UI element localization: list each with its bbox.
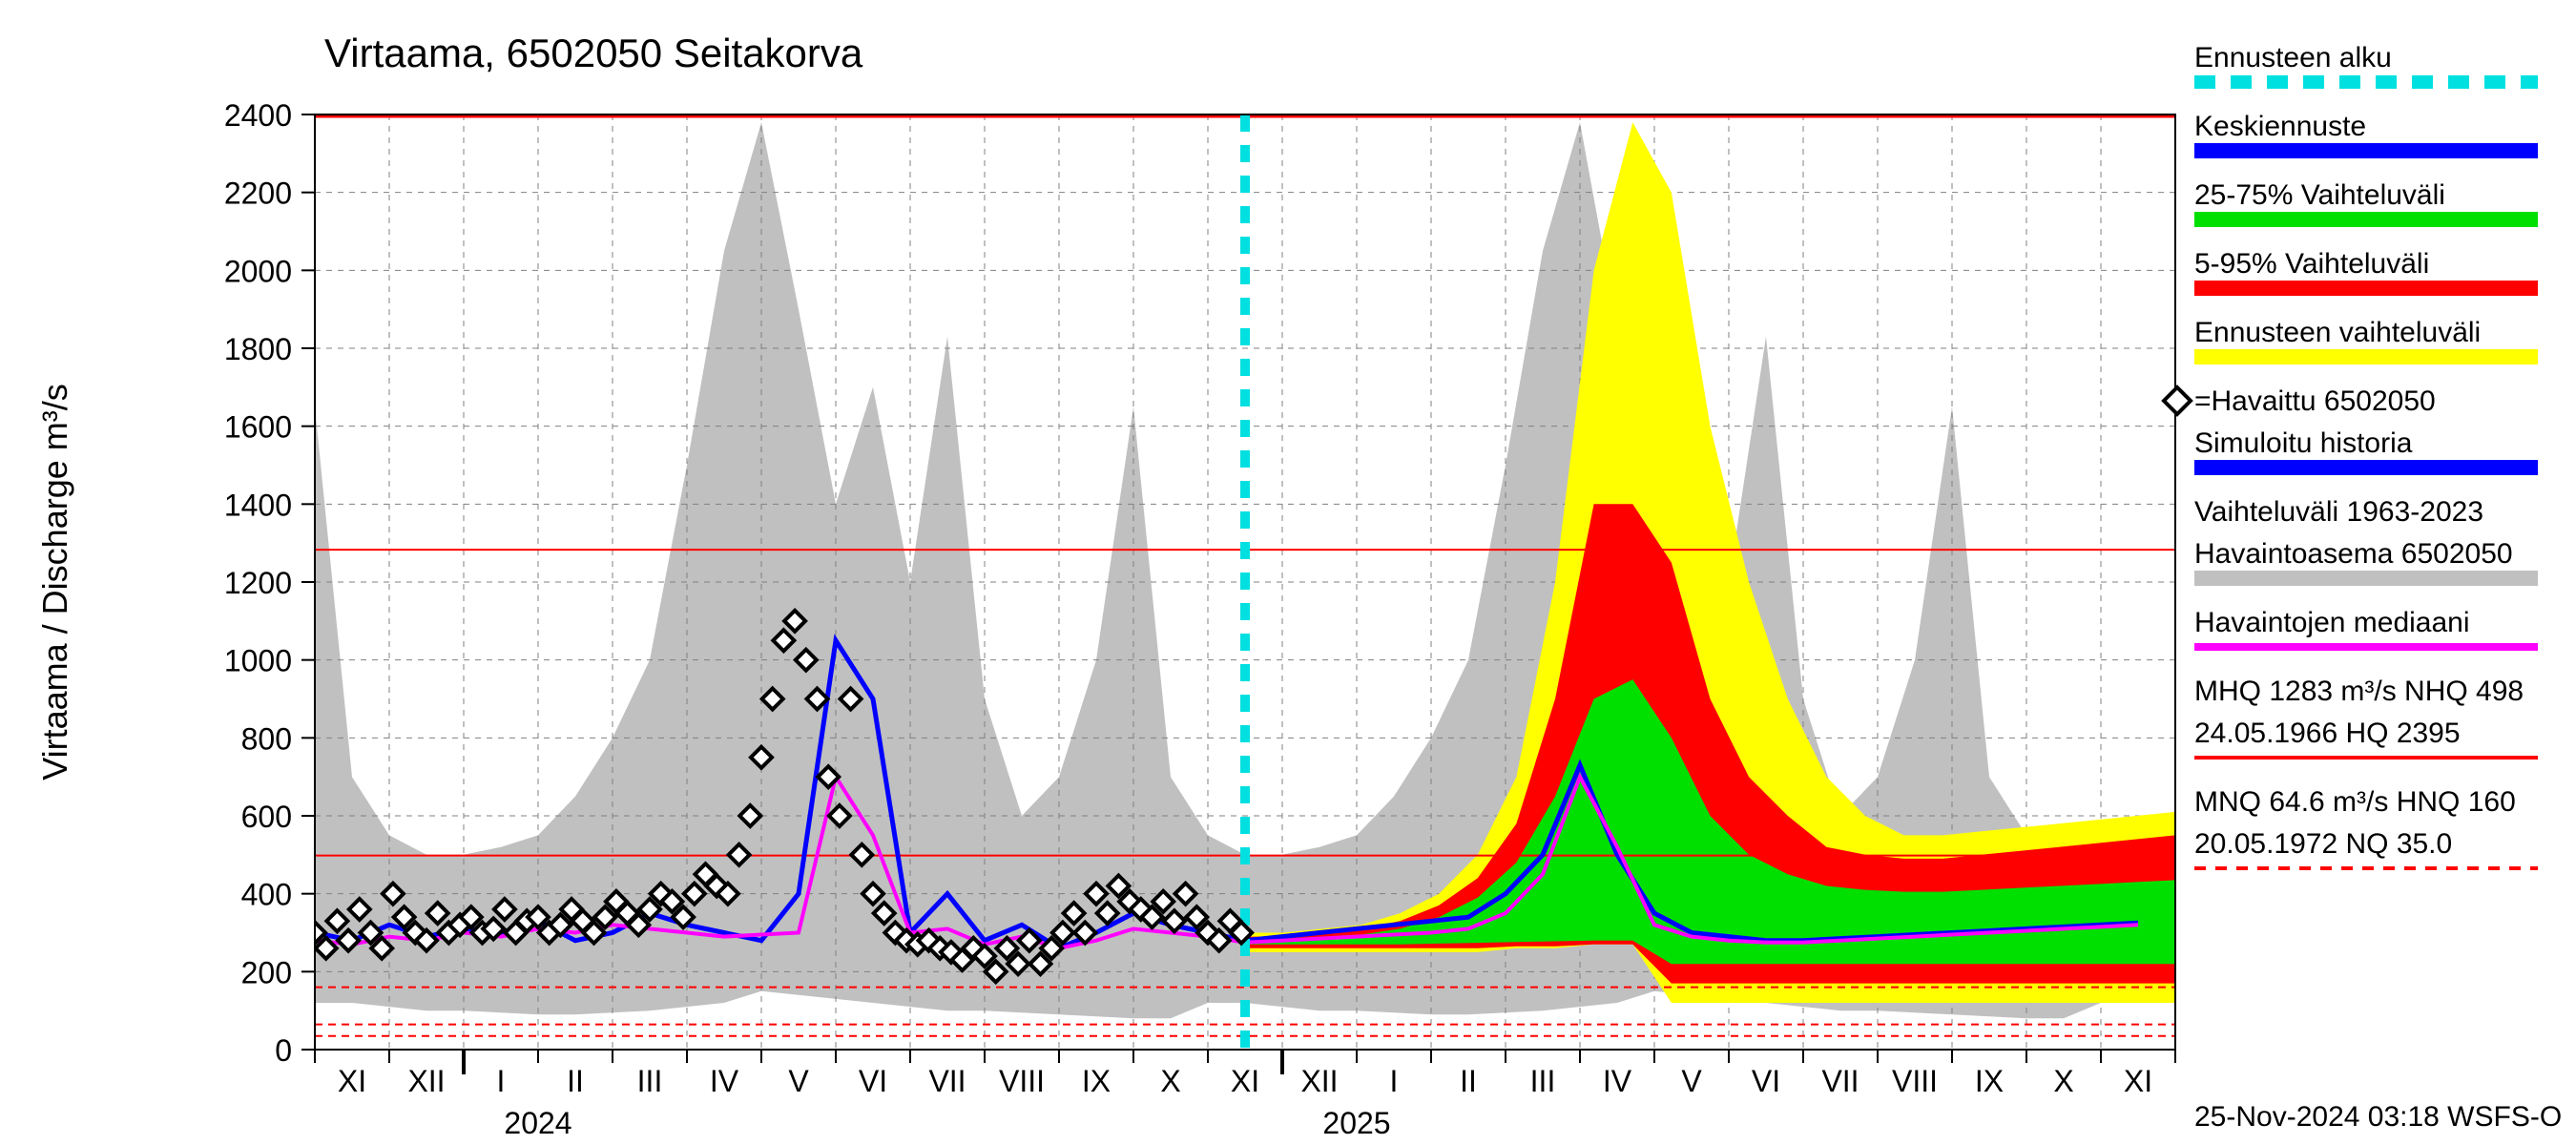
legend-item: MNQ 64.6 m³/s HNQ 160: [2194, 786, 2516, 818]
y-tick-label: 2400: [224, 98, 292, 133]
x-tick-label: III: [637, 1064, 663, 1098]
x-tick-label: IV: [1603, 1064, 1632, 1098]
y-tick-label: 1800: [224, 332, 292, 366]
legend-label: MHQ 1283 m³/s NHQ 498: [2194, 676, 2524, 707]
legend-item: =Havaittu 6502050: [2164, 385, 2436, 417]
x-tick-label: XI: [338, 1064, 366, 1098]
discharge-chart: 0 200 400 600 800 1000 1200 1400 1600 1800 2000 220…: [0, 0, 2576, 1145]
x-tick-label: II: [1460, 1064, 1477, 1098]
legend-label: MNQ 64.6 m³/s HNQ 160: [2194, 786, 2516, 818]
x-tick-label: V: [788, 1064, 809, 1098]
footer-timestamp: 25-Nov-2024 03:18 WSFS-O: [2194, 1101, 2562, 1133]
legend-label: Vaihteluväli 1963-2023: [2194, 496, 2483, 528]
legend-label: Ennusteen alku: [2194, 42, 2392, 73]
x-tick-label: VI: [859, 1064, 887, 1098]
x-tick-label: IX: [1975, 1064, 2004, 1098]
y-tick-label: 2200: [224, 177, 292, 211]
y-tick-label: 1200: [224, 566, 292, 600]
x-tick-label: XI: [1231, 1064, 1259, 1098]
y-tick-label: 800: [241, 721, 292, 756]
x-tick-label: II: [567, 1064, 584, 1098]
x-tick-label: XI: [2124, 1064, 2152, 1098]
x-tick-label: V: [1681, 1064, 1702, 1098]
y-tick-label: 2000: [224, 254, 292, 288]
x-tick-label: X: [1160, 1064, 1180, 1098]
y-tick-label: 400: [241, 878, 292, 912]
year-label: 2024: [504, 1106, 571, 1140]
chart-title: Virtaama, 6502050 Seitakorva: [324, 31, 863, 75]
x-tick-label: XII: [407, 1064, 445, 1098]
x-tick-label: III: [1530, 1064, 1556, 1098]
y-tick-label: 200: [241, 955, 292, 989]
y-tick-label: 1600: [224, 410, 292, 445]
legend-item: MHQ 1283 m³/s NHQ 498: [2194, 676, 2524, 707]
legend-label: Keskiennuste: [2194, 111, 2366, 142]
y-axis-title: Virtaama / Discharge m³/s: [35, 384, 74, 780]
legend-label: =Havaittu 6502050: [2194, 385, 2436, 417]
x-tick-label: IV: [710, 1064, 739, 1098]
x-tick-label: VII: [928, 1064, 966, 1098]
x-tick-label: XII: [1300, 1064, 1338, 1098]
legend-label: Ennusteen vaihteluväli: [2194, 317, 2481, 348]
x-tick-label: VII: [1821, 1064, 1859, 1098]
legend-label: 5-95% Vaihteluväli: [2194, 248, 2429, 280]
legend-label: Havaintoasema 6502050: [2194, 538, 2513, 570]
legend-label: 24.05.1966 HQ 2395: [2194, 718, 2461, 749]
legend-label: 20.05.1972 NQ 35.0: [2194, 828, 2452, 860]
x-tick-label: I: [1390, 1064, 1399, 1098]
chart-container: 0 200 400 600 800 1000 1200 1400 1600 1800 2000 220…: [0, 0, 2576, 1145]
y-tick-label: 600: [241, 800, 292, 834]
x-tick-label: I: [497, 1064, 506, 1098]
legend-item: Havaintoasema 6502050: [2194, 538, 2538, 586]
legend-label: 25-75% Vaihteluväli: [2194, 179, 2445, 211]
x-tick-label: IX: [1082, 1064, 1111, 1098]
legend-item: Vaihteluväli 1963-2023: [2194, 496, 2483, 528]
y-tick-label: 0: [275, 1033, 292, 1068]
x-tick-label: X: [2053, 1064, 2073, 1098]
year-label: 2025: [1322, 1106, 1390, 1140]
legend-label: Simuloitu historia: [2194, 427, 2413, 459]
x-tick-label: VIII: [1892, 1064, 1938, 1098]
y-tick-label: 1000: [224, 644, 292, 678]
x-tick-label: VIII: [999, 1064, 1045, 1098]
x-tick-label: VI: [1752, 1064, 1780, 1098]
y-tick-label: 1400: [224, 488, 292, 522]
legend-label: Havaintojen mediaani: [2194, 607, 2470, 638]
